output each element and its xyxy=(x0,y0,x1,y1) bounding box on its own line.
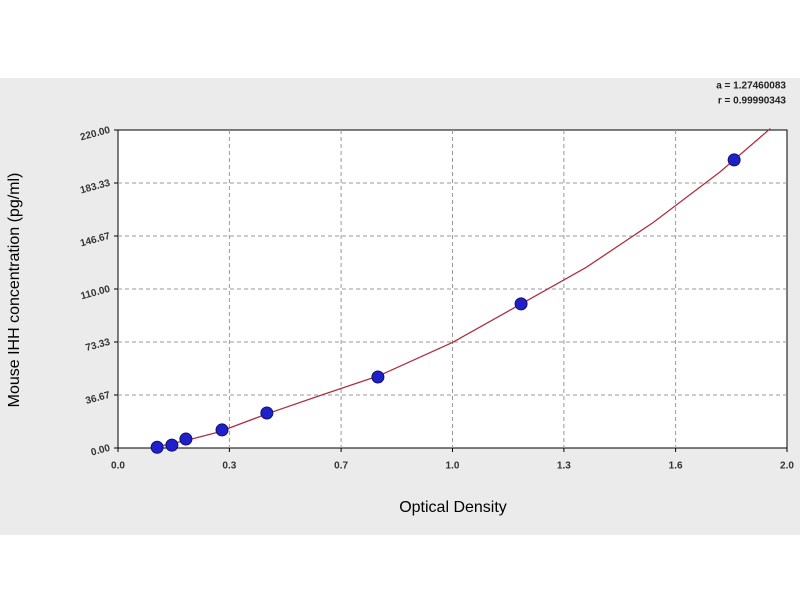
fit-curve xyxy=(151,128,771,449)
x-axis-title: Optical Density xyxy=(399,499,507,516)
data-point xyxy=(727,153,741,167)
y-tick-label: 0.00 xyxy=(90,443,112,459)
annotation: a = 1.27460083 xyxy=(716,81,786,92)
x-tick-label: 0.3 xyxy=(222,461,236,472)
annotation: r = 0.99990343 xyxy=(718,96,787,107)
x-tick-label: 1.3 xyxy=(557,461,571,472)
data-point xyxy=(215,423,229,437)
x-tick-label: 0.7 xyxy=(334,461,348,472)
data-point xyxy=(179,432,193,446)
y-axis-title: Mouse IHH concentration (pg/ml) xyxy=(6,173,23,408)
data-point xyxy=(150,440,164,454)
data-point xyxy=(514,297,528,311)
data-point xyxy=(260,406,274,420)
x-tick-label: 1.6 xyxy=(669,461,683,472)
x-tick-label: 0.0 xyxy=(111,461,125,472)
x-tick-label: 1.0 xyxy=(446,461,460,472)
x-tick-label: 2.0 xyxy=(780,461,794,472)
data-point xyxy=(165,438,179,452)
data-point xyxy=(371,370,385,384)
